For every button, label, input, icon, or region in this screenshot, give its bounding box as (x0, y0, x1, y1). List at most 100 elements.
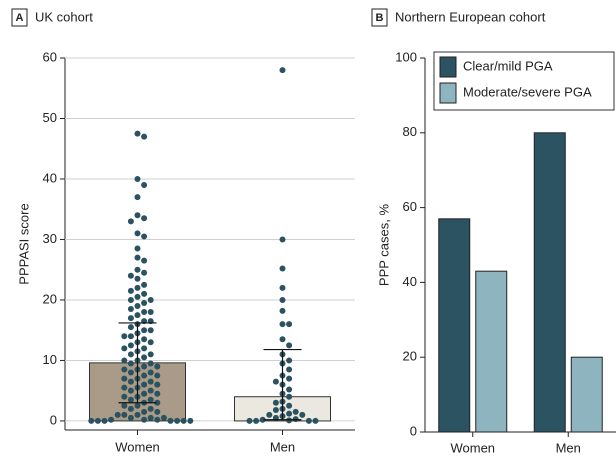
data-point (134, 312, 141, 319)
y-tick-label: 60 (43, 49, 57, 64)
panel-label: B (376, 12, 384, 24)
data-point (121, 384, 128, 391)
data-point (292, 408, 299, 415)
data-point (147, 396, 154, 403)
data-point (127, 306, 134, 313)
data-point (154, 416, 161, 423)
data-point (134, 175, 141, 182)
data-point (154, 399, 161, 406)
data-point (279, 265, 286, 272)
data-point (141, 233, 148, 240)
data-point (286, 366, 293, 373)
data-point (279, 236, 286, 243)
x-tick-label: Men (270, 439, 295, 454)
panel-label: A (16, 12, 24, 24)
data-point (187, 417, 194, 424)
y-tick-label: 20 (403, 349, 417, 364)
data-point (286, 342, 293, 349)
data-point (286, 402, 293, 409)
data-point (127, 333, 134, 340)
data-point (121, 402, 128, 409)
data-point (121, 393, 128, 400)
data-point (134, 275, 141, 282)
data-point (141, 133, 148, 140)
data-point (141, 257, 148, 264)
y-tick-label: 50 (43, 110, 57, 125)
y-tick-label: 20 (43, 291, 57, 306)
data-point (141, 381, 148, 388)
data-point (108, 416, 115, 423)
data-point (141, 309, 148, 316)
data-point (160, 414, 167, 421)
data-point (141, 281, 148, 288)
x-tick-label: Men (556, 440, 581, 455)
y-tick-label: 10 (43, 352, 57, 367)
data-point (134, 411, 141, 418)
data-point (286, 386, 293, 393)
data-point (134, 293, 141, 300)
data-point (180, 417, 187, 424)
data-point (134, 284, 141, 291)
data-point (94, 417, 101, 424)
data-point (253, 417, 260, 424)
data-point (127, 342, 134, 349)
data-point (147, 414, 154, 421)
data-point (141, 299, 148, 306)
data-point (174, 417, 181, 424)
data-point (286, 357, 293, 364)
data-point (299, 411, 306, 418)
data-point (147, 327, 154, 334)
bar (533, 132, 566, 433)
data-point (134, 303, 141, 309)
data-point (127, 360, 134, 367)
legend-swatch (439, 82, 457, 104)
data-point (141, 363, 148, 370)
data-point (147, 296, 154, 303)
data-point (279, 336, 286, 343)
data-point (134, 254, 141, 261)
data-point (101, 417, 108, 424)
data-point (134, 245, 141, 252)
data-point (127, 272, 134, 279)
data-point (127, 351, 134, 358)
panel-label-box (11, 8, 28, 27)
y-tick-label: 40 (43, 170, 57, 185)
data-point (147, 378, 154, 385)
data-point (141, 269, 148, 276)
data-point (127, 287, 134, 294)
data-point (121, 366, 128, 373)
bar (475, 270, 508, 433)
data-point (141, 354, 148, 361)
data-point (121, 411, 128, 418)
y-tick-label: 0 (50, 412, 57, 427)
data-point (279, 296, 286, 303)
data-point (121, 345, 128, 352)
panel-label-box (371, 8, 388, 27)
data-point (279, 67, 286, 74)
data-point (127, 405, 134, 412)
data-point (154, 363, 161, 370)
y-tick-label: 60 (403, 199, 417, 214)
y-tick-label: 100 (395, 49, 417, 64)
data-point (141, 345, 148, 352)
data-point (134, 266, 141, 273)
data-point (127, 414, 134, 421)
data-point (259, 416, 266, 423)
data-point (272, 399, 279, 406)
data-point (147, 309, 154, 316)
data-point (141, 290, 148, 297)
data-point (127, 387, 134, 394)
data-point (167, 417, 174, 424)
x-tick-label: Women (450, 440, 495, 455)
data-point (141, 408, 148, 415)
y-axis-label: PPPASI score (16, 203, 31, 284)
data-point (127, 296, 134, 303)
data-point (127, 324, 134, 331)
legend-box (433, 51, 615, 111)
data-point (154, 381, 161, 388)
data-point (141, 182, 148, 189)
data-point (147, 360, 154, 367)
data-point (127, 378, 134, 385)
data-point (147, 387, 154, 394)
